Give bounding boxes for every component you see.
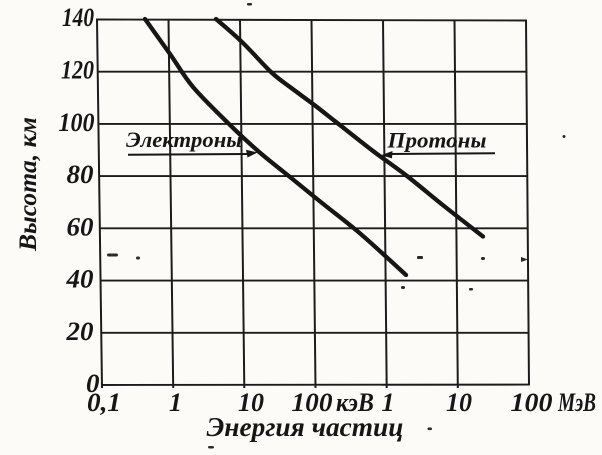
svg-text:120: 120	[61, 56, 94, 85]
svg-text:Высота, км: Высота, км	[13, 117, 42, 252]
svg-text:100: 100	[511, 388, 553, 417]
svg-text:Энергия частиц: Энергия частиц	[207, 412, 404, 442]
svg-text:10: 10	[238, 388, 264, 417]
svg-text:1: 1	[382, 388, 395, 417]
svg-text:кэВ: кэВ	[336, 388, 374, 417]
svg-text:Электроны: Электроны	[126, 127, 242, 152]
svg-text:10: 10	[446, 388, 472, 417]
svg-text:60: 60	[67, 213, 94, 242]
svg-text:40: 40	[65, 265, 93, 294]
svg-text:1: 1	[169, 388, 182, 417]
svg-text:100: 100	[59, 108, 95, 137]
svg-text:20: 20	[65, 317, 93, 346]
svg-text:140: 140	[62, 3, 94, 32]
svg-text:100: 100	[292, 388, 333, 417]
svg-text:0: 0	[86, 369, 100, 398]
svg-text:80: 80	[67, 160, 94, 189]
svg-text:Протоны: Протоны	[386, 128, 486, 153]
svg-text:0,1: 0,1	[87, 388, 121, 417]
svg-text:МэВ: МэВ	[557, 388, 596, 417]
